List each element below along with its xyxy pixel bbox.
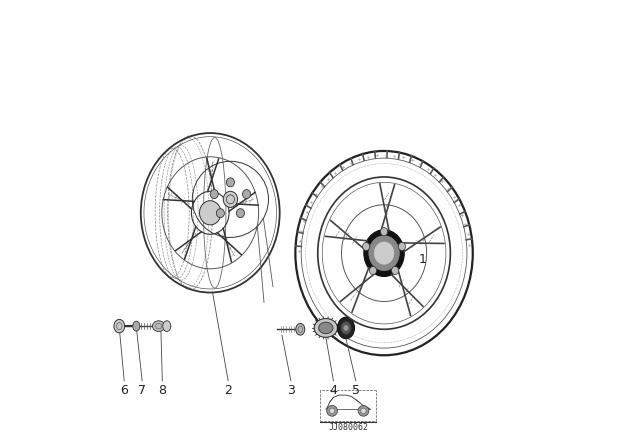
Ellipse shape [216, 209, 225, 218]
Ellipse shape [152, 321, 165, 332]
Text: JJ080062: JJ080062 [328, 423, 368, 432]
Ellipse shape [200, 201, 221, 225]
Ellipse shape [392, 267, 399, 275]
Ellipse shape [210, 190, 218, 198]
Ellipse shape [337, 317, 355, 339]
Ellipse shape [369, 267, 376, 275]
Ellipse shape [364, 230, 404, 276]
Circle shape [327, 405, 337, 416]
Text: 3: 3 [287, 384, 295, 397]
Ellipse shape [369, 236, 399, 271]
Ellipse shape [341, 322, 351, 334]
Circle shape [361, 408, 366, 414]
Circle shape [358, 405, 369, 416]
Ellipse shape [363, 242, 370, 250]
Ellipse shape [227, 178, 234, 187]
Text: 8: 8 [158, 384, 166, 397]
Circle shape [330, 408, 335, 414]
Ellipse shape [344, 325, 348, 331]
Ellipse shape [132, 321, 140, 331]
Ellipse shape [296, 323, 305, 335]
Text: 1: 1 [418, 253, 426, 267]
Ellipse shape [236, 209, 244, 218]
Ellipse shape [114, 319, 125, 333]
Ellipse shape [243, 190, 251, 198]
Ellipse shape [223, 191, 237, 207]
Ellipse shape [314, 319, 337, 337]
Ellipse shape [374, 242, 394, 264]
Ellipse shape [398, 242, 406, 250]
Text: 4: 4 [330, 384, 337, 397]
Text: 2: 2 [224, 384, 232, 397]
Ellipse shape [380, 228, 388, 236]
Text: 7: 7 [138, 384, 146, 397]
Ellipse shape [319, 322, 333, 334]
Text: 5: 5 [352, 384, 360, 397]
Ellipse shape [163, 321, 171, 332]
Text: 6: 6 [120, 384, 128, 397]
